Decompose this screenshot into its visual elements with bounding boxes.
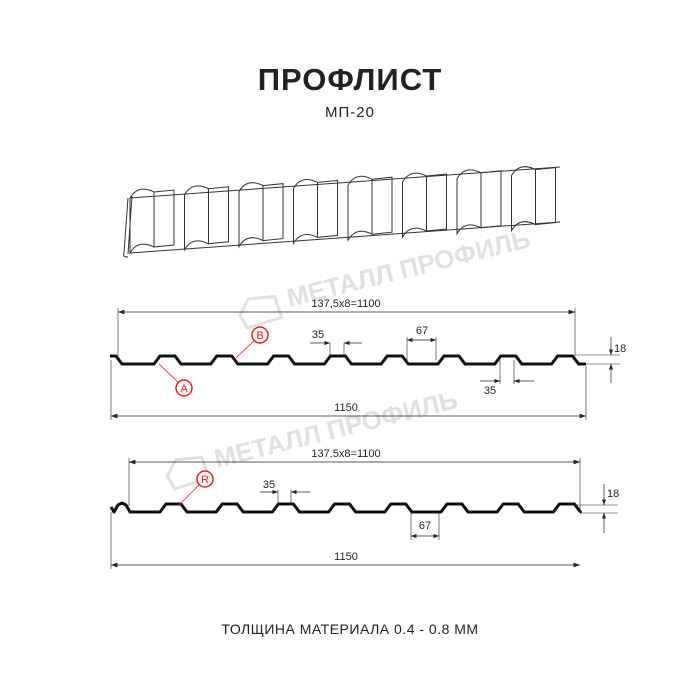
gap-label: 67 bbox=[416, 325, 428, 337]
height-label: 18 bbox=[614, 343, 626, 355]
profile-r-line bbox=[109, 501, 582, 514]
marker-r bbox=[196, 470, 214, 488]
profile-r-drawing: 137.5x8=1100 1150 35 67 18 R bbox=[109, 448, 619, 569]
pitch-label: 137.5x8=1100 bbox=[311, 448, 380, 460]
svg-text:B: B bbox=[256, 330, 263, 342]
marker-b bbox=[251, 326, 269, 344]
rib-top-label: 35 bbox=[312, 329, 324, 341]
svg-text:МЕТАЛЛ ПРОФИЛЬ: МЕТАЛЛ ПРОФИЛЬ bbox=[211, 384, 461, 474]
marker-a bbox=[175, 379, 193, 397]
page-title: ПРОФЛИСТ bbox=[257, 62, 443, 97]
svg-text:A: A bbox=[180, 383, 188, 395]
rib-bottom-label: 35 bbox=[484, 385, 496, 397]
model-subtitle: МП-20 bbox=[325, 104, 375, 121]
width-label: 1150 bbox=[334, 551, 358, 563]
width-label: 1150 bbox=[334, 402, 358, 414]
pitch-label: 137,5x8=1100 bbox=[311, 298, 380, 310]
gap-label: 67 bbox=[419, 520, 431, 532]
profile-ab-line bbox=[110, 354, 586, 366]
sheet-3d-illustration bbox=[123, 166, 561, 258]
rib-top-label: 35 bbox=[263, 479, 275, 491]
height-label: 18 bbox=[607, 488, 619, 500]
profile-ab-drawing: 137,5x8=1100 1150 35 67 35 18 A bbox=[110, 298, 626, 420]
svg-text:R: R bbox=[201, 474, 209, 486]
material-thickness-note: ТОЛЩИНА МАТЕРИАЛА 0.4 - 0.8 ММ bbox=[221, 621, 479, 637]
